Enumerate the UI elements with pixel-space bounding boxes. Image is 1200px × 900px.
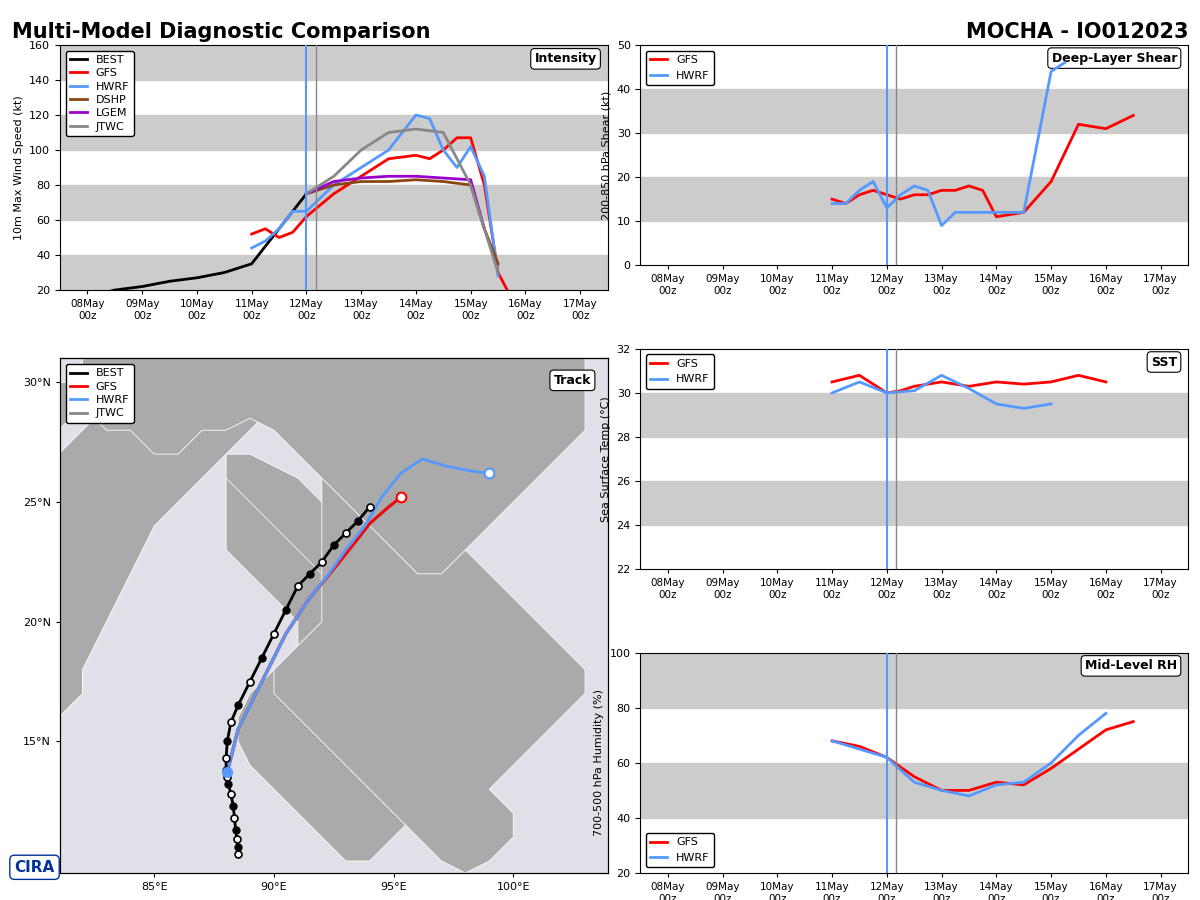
Text: Intensity: Intensity <box>534 52 596 66</box>
Polygon shape <box>0 358 83 622</box>
Bar <box>60 185 607 220</box>
Bar <box>641 481 1188 525</box>
Text: Deep-Layer Shear: Deep-Layer Shear <box>1051 51 1177 65</box>
Polygon shape <box>83 358 586 574</box>
Bar <box>60 115 607 150</box>
Y-axis label: Sea Surface Temp (°C): Sea Surface Temp (°C) <box>601 396 611 522</box>
Polygon shape <box>23 861 71 900</box>
Text: Track: Track <box>553 374 592 387</box>
Legend: GFS, HWRF: GFS, HWRF <box>646 355 714 389</box>
Bar <box>641 89 1188 133</box>
Text: SST: SST <box>1151 356 1177 368</box>
Bar <box>641 177 1188 221</box>
Text: Multi-Model Diagnostic Comparison: Multi-Model Diagnostic Comparison <box>12 22 431 42</box>
Y-axis label: 700-500 hPa Humidity (%): 700-500 hPa Humidity (%) <box>594 689 604 836</box>
Bar <box>641 393 1188 437</box>
Text: MOCHA - IO012023: MOCHA - IO012023 <box>966 22 1188 42</box>
Bar <box>60 255 607 290</box>
Bar <box>60 45 607 80</box>
Legend: BEST, GFS, HWRF, JTWC: BEST, GFS, HWRF, JTWC <box>66 364 133 423</box>
Legend: BEST, GFS, HWRF, DSHP, LGEM, JTWC: BEST, GFS, HWRF, DSHP, LGEM, JTWC <box>66 50 133 136</box>
Bar <box>641 763 1188 818</box>
Text: CIRA: CIRA <box>14 860 55 875</box>
Legend: GFS, HWRF: GFS, HWRF <box>646 50 714 85</box>
Y-axis label: 10m Max Wind Speed (kt): 10m Max Wind Speed (kt) <box>13 95 24 240</box>
Polygon shape <box>226 454 514 861</box>
Polygon shape <box>274 430 586 873</box>
Y-axis label: 200-850 hPa Shear (kt): 200-850 hPa Shear (kt) <box>601 91 611 220</box>
Legend: GFS, HWRF: GFS, HWRF <box>646 833 714 868</box>
Text: Mid-Level RH: Mid-Level RH <box>1085 660 1177 672</box>
Bar <box>641 652 1188 707</box>
Polygon shape <box>0 358 322 885</box>
